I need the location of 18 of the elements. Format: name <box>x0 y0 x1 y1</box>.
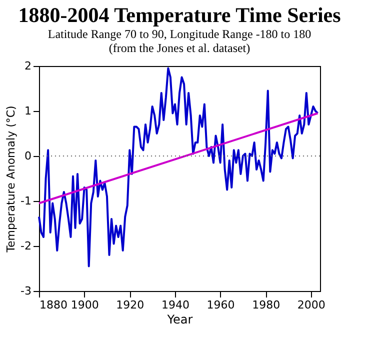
x-tick-label: 1900 <box>70 298 99 312</box>
y-tick-label: -3 <box>20 284 32 298</box>
chart-subtitle: Latitude Range 70 to 90, Longitude Range -180 to 180 (from the Jones et al. dataset) <box>48 27 312 55</box>
y-tick-label: -2 <box>20 240 32 252</box>
chart-title: 1880-2004 Temperature Time Series <box>18 3 341 27</box>
y-tick-label: 0 <box>24 150 32 162</box>
y-tick-label: 2 <box>24 60 32 72</box>
x-tick-label: 1920 <box>116 298 144 312</box>
y-axis-title: Temperature Anomaly (°C) <box>4 106 18 254</box>
x-tick-label: 1960 <box>206 298 235 312</box>
y-tick-label: -1 <box>20 194 32 208</box>
x-tick-label: 1880 <box>40 298 68 312</box>
y-tick-label: 1 <box>24 104 32 118</box>
line-series <box>38 67 319 268</box>
x-tick-label: 1940 <box>161 298 190 312</box>
x-tick-label: 2000 <box>297 298 326 312</box>
x-tick-label: 1980 <box>252 298 280 312</box>
x-axis-title: Year <box>166 312 193 326</box>
